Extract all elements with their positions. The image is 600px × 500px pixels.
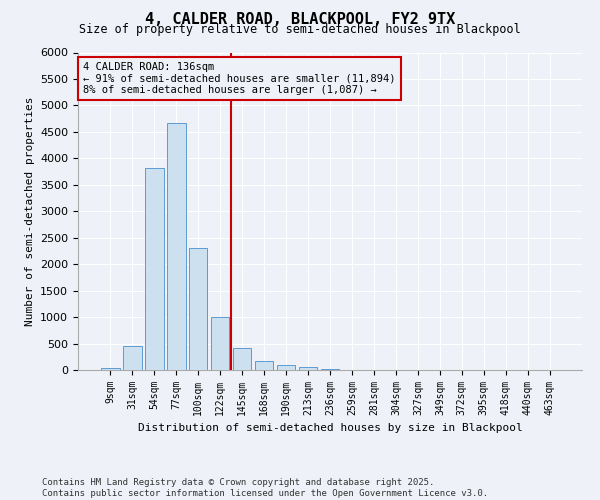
Bar bbox=[277, 365, 295, 370]
Text: Size of property relative to semi-detached houses in Blackpool: Size of property relative to semi-detach… bbox=[79, 22, 521, 36]
Text: 4 CALDER ROAD: 136sqm
← 91% of semi-detached houses are smaller (11,894)
8% of s: 4 CALDER ROAD: 136sqm ← 91% of semi-deta… bbox=[83, 62, 395, 95]
Bar bbox=[167, 124, 185, 370]
X-axis label: Distribution of semi-detached houses by size in Blackpool: Distribution of semi-detached houses by … bbox=[137, 424, 523, 434]
Bar bbox=[189, 248, 208, 370]
Bar bbox=[101, 368, 119, 370]
Bar bbox=[123, 346, 142, 370]
Text: 4, CALDER ROAD, BLACKPOOL, FY2 9TX: 4, CALDER ROAD, BLACKPOOL, FY2 9TX bbox=[145, 12, 455, 28]
Bar bbox=[255, 360, 274, 370]
Bar bbox=[320, 369, 340, 370]
Bar bbox=[211, 317, 229, 370]
Bar bbox=[299, 367, 317, 370]
Bar bbox=[145, 168, 164, 370]
Bar bbox=[233, 348, 251, 370]
Y-axis label: Number of semi-detached properties: Number of semi-detached properties bbox=[25, 96, 35, 326]
Text: Contains HM Land Registry data © Crown copyright and database right 2025.
Contai: Contains HM Land Registry data © Crown c… bbox=[42, 478, 488, 498]
